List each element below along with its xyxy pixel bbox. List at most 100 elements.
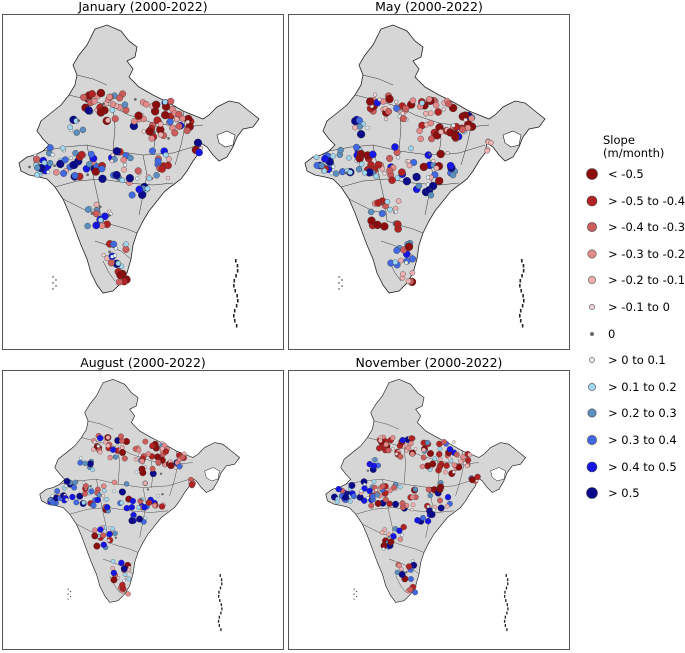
state-boundary bbox=[393, 542, 425, 553]
island bbox=[505, 586, 508, 590]
slope-point bbox=[114, 536, 117, 539]
slope-point bbox=[371, 479, 377, 484]
slope-point bbox=[393, 246, 401, 254]
slope-point bbox=[88, 488, 95, 495]
island bbox=[341, 279, 343, 281]
slope-point bbox=[97, 449, 103, 455]
slope-point bbox=[96, 108, 106, 117]
slope-point bbox=[353, 143, 360, 151]
island bbox=[356, 590, 358, 593]
legend-item: > 0.3 to 0.4 bbox=[582, 432, 682, 459]
slope-point bbox=[374, 499, 382, 507]
slope-point bbox=[193, 138, 203, 147]
slope-point bbox=[139, 458, 145, 464]
legend-marker bbox=[584, 326, 600, 342]
slope-point bbox=[89, 485, 92, 488]
slope-point bbox=[153, 172, 160, 179]
slope-point bbox=[92, 527, 98, 533]
slope-point bbox=[428, 181, 438, 191]
slope-point bbox=[105, 435, 111, 440]
slope-point bbox=[437, 497, 443, 504]
slope-point bbox=[79, 456, 83, 460]
slope-point bbox=[391, 447, 395, 451]
slope-point bbox=[110, 240, 118, 248]
slope-point bbox=[34, 172, 40, 178]
slope-point bbox=[423, 110, 429, 117]
slope-point bbox=[441, 439, 447, 445]
slope-point bbox=[385, 108, 393, 115]
slope-point bbox=[116, 270, 125, 280]
legend-title-line2: (m/month) bbox=[603, 146, 665, 160]
slope-point bbox=[458, 459, 464, 465]
slope-point bbox=[376, 445, 383, 452]
india-map bbox=[18, 24, 260, 328]
island bbox=[506, 578, 509, 582]
slope-point bbox=[381, 547, 386, 551]
slope-point bbox=[96, 444, 101, 448]
island bbox=[353, 598, 355, 600]
slope-point bbox=[391, 143, 399, 151]
panel-title: May (2000-2022) bbox=[375, 0, 483, 14]
slope-point bbox=[393, 104, 401, 112]
island bbox=[519, 319, 522, 323]
slope-point bbox=[342, 493, 350, 501]
slope-point bbox=[104, 497, 110, 502]
slope-point bbox=[71, 484, 78, 491]
slope-point bbox=[432, 456, 438, 461]
slope-point bbox=[110, 569, 118, 577]
slope-point bbox=[386, 154, 394, 162]
map-frame bbox=[288, 14, 570, 350]
island bbox=[218, 624, 221, 627]
india-outline bbox=[325, 378, 527, 603]
slope-point bbox=[427, 450, 434, 457]
slope-point bbox=[176, 463, 183, 470]
slope-point bbox=[109, 446, 117, 453]
legend-marker bbox=[584, 405, 600, 421]
slope-point bbox=[361, 170, 368, 176]
slope-point bbox=[105, 117, 111, 124]
island bbox=[522, 264, 525, 268]
island bbox=[520, 289, 523, 293]
island bbox=[233, 279, 236, 283]
legend-marker bbox=[584, 193, 600, 209]
legend-item: > -0.2 to -0.1 bbox=[582, 272, 685, 299]
slope-point bbox=[452, 440, 456, 444]
slope-point bbox=[445, 100, 453, 108]
island bbox=[233, 319, 236, 323]
slope-point bbox=[434, 108, 442, 116]
legend-item: > -0.5 to -0.4 bbox=[582, 193, 685, 220]
slope-point bbox=[425, 486, 432, 493]
slope-point bbox=[387, 206, 393, 213]
legend-label: > 0.3 to 0.4 bbox=[608, 432, 677, 447]
legend-marker bbox=[584, 459, 600, 475]
slope-point bbox=[106, 538, 111, 543]
island bbox=[507, 582, 509, 586]
slope-point bbox=[373, 173, 379, 180]
slope-point bbox=[90, 212, 94, 215]
island bbox=[67, 598, 69, 600]
slope-point bbox=[104, 504, 111, 511]
slope-point bbox=[133, 98, 137, 101]
slope-point bbox=[382, 171, 387, 176]
island bbox=[235, 324, 238, 328]
slope-point bbox=[412, 589, 419, 596]
slope-point bbox=[131, 118, 138, 125]
slope-point bbox=[334, 499, 340, 505]
slope-point bbox=[97, 217, 104, 223]
slope-point bbox=[158, 503, 166, 510]
slope-point bbox=[393, 209, 399, 214]
slope-point bbox=[393, 220, 402, 228]
slope-point bbox=[134, 111, 143, 120]
island bbox=[356, 595, 358, 598]
slope-point bbox=[121, 101, 129, 108]
state-boundary bbox=[76, 74, 108, 86]
island bbox=[220, 578, 223, 582]
slope-point bbox=[134, 167, 142, 175]
slope-point bbox=[119, 581, 126, 589]
india-outline bbox=[18, 24, 260, 294]
legend-label: > 0.5 bbox=[608, 486, 640, 501]
slope-point bbox=[118, 433, 124, 440]
island bbox=[52, 282, 54, 284]
slope-point bbox=[443, 469, 448, 475]
map-panel-august: August (2000-2022) bbox=[2, 355, 284, 650]
